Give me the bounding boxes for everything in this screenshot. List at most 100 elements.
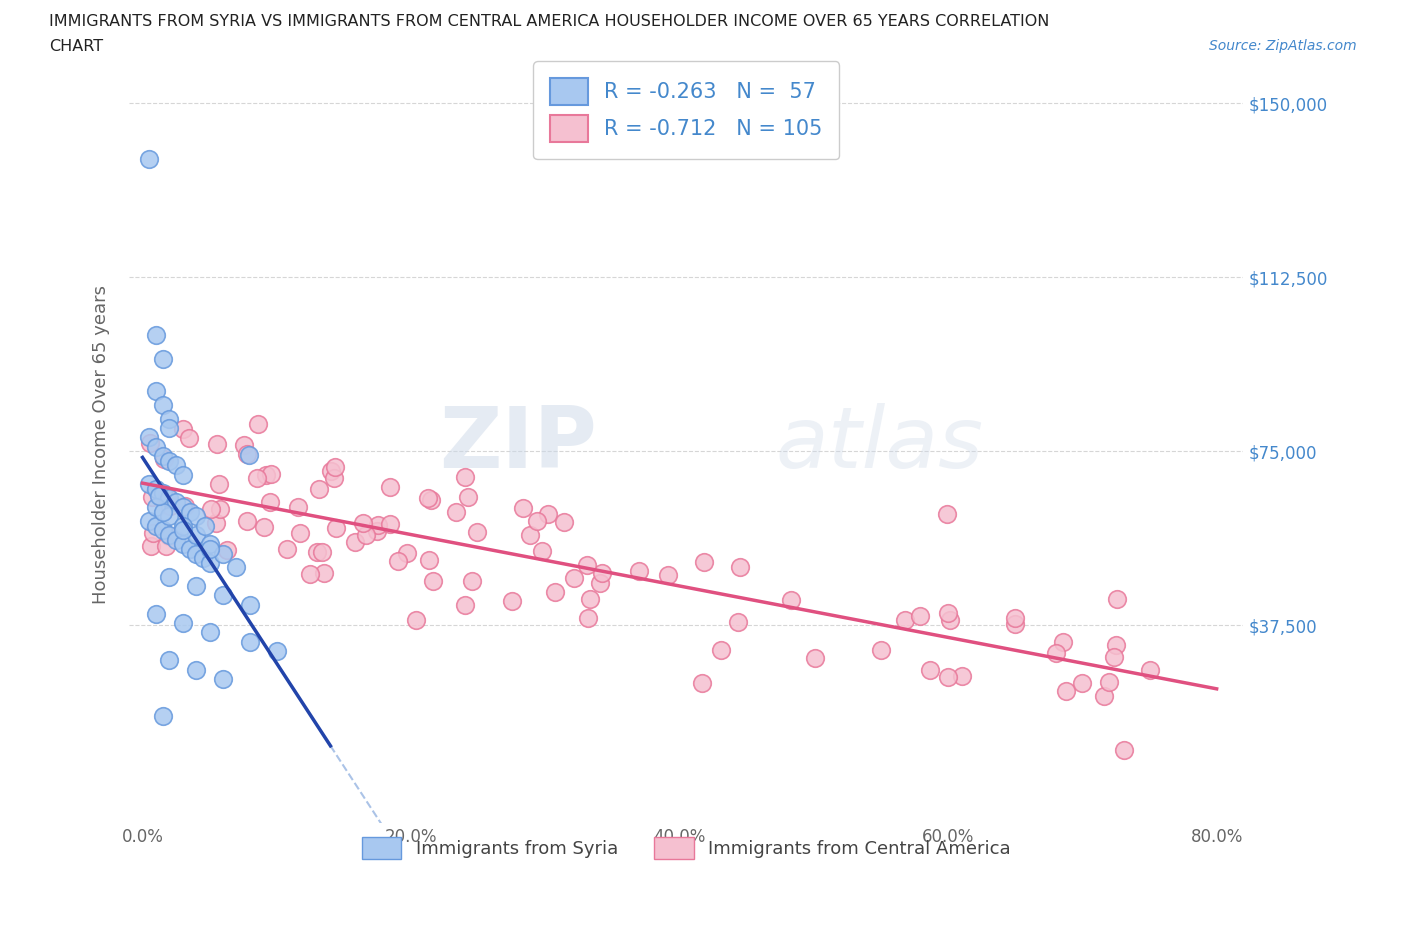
Point [1052, 634, 1074, 649]
Point [1004, 617, 1026, 631]
Point [138, 436, 160, 451]
Point [172, 537, 194, 551]
Point [152, 352, 174, 366]
Point [308, 482, 330, 497]
Point [531, 544, 554, 559]
Point [212, 671, 235, 686]
Point [148, 489, 170, 504]
Point [1107, 591, 1129, 606]
Point [152, 709, 174, 724]
Point [239, 597, 262, 612]
Point [344, 535, 367, 550]
Point [457, 490, 479, 505]
Point [693, 555, 716, 570]
Point [1045, 645, 1067, 660]
Point [153, 452, 176, 467]
Point [627, 564, 650, 578]
Point [145, 439, 167, 454]
Point [145, 481, 167, 496]
Point [200, 501, 222, 516]
Point [728, 560, 751, 575]
Point [259, 494, 281, 509]
Point [307, 544, 329, 559]
Point [444, 505, 467, 520]
Point [145, 606, 167, 621]
Point [908, 608, 931, 623]
Point [207, 437, 229, 452]
Point [519, 528, 541, 543]
Point [157, 420, 180, 435]
Point [378, 517, 401, 532]
Point [576, 610, 599, 625]
Point [323, 471, 346, 485]
Point [420, 492, 443, 507]
Point [870, 643, 893, 658]
Point [367, 518, 389, 533]
Point [212, 546, 235, 561]
Point [387, 554, 409, 569]
Point [138, 513, 160, 528]
Point [239, 634, 262, 649]
Point [157, 453, 180, 468]
Point [1071, 675, 1094, 690]
Point [198, 537, 221, 551]
Point [260, 467, 283, 482]
Point [198, 555, 221, 570]
Point [179, 504, 201, 519]
Text: Source: ZipAtlas.com: Source: ZipAtlas.com [1209, 39, 1357, 53]
Point [311, 544, 333, 559]
Point [191, 551, 214, 565]
Point [159, 498, 181, 513]
Point [564, 571, 586, 586]
Text: atlas: atlas [776, 403, 983, 486]
Y-axis label: Householder Income Over 65 years: Householder Income Over 65 years [93, 285, 110, 604]
Point [186, 662, 208, 677]
Point [287, 499, 309, 514]
Point [288, 525, 311, 540]
Point [416, 490, 439, 505]
Point [422, 574, 444, 589]
Point [157, 569, 180, 584]
Point [139, 538, 162, 553]
Point [501, 593, 523, 608]
Point [145, 518, 167, 533]
Point [172, 467, 194, 482]
Point [461, 574, 484, 589]
Point [235, 514, 257, 529]
Point [454, 470, 477, 485]
Point [172, 499, 194, 514]
Point [172, 523, 194, 538]
Point [1112, 743, 1135, 758]
Point [152, 485, 174, 500]
Point [156, 490, 179, 505]
Point [186, 578, 208, 593]
Point [253, 519, 276, 534]
Point [276, 541, 298, 556]
Point [152, 448, 174, 463]
Point [157, 528, 180, 543]
Point [157, 527, 180, 542]
Point [152, 504, 174, 519]
Point [155, 538, 177, 553]
Point [366, 524, 388, 538]
Point [939, 612, 962, 627]
Point [157, 653, 180, 668]
Point [1054, 684, 1077, 698]
Point [138, 476, 160, 491]
Point [172, 616, 194, 631]
Point [198, 541, 221, 556]
Point [215, 542, 238, 557]
Point [936, 670, 959, 684]
Point [186, 546, 208, 561]
Point [157, 509, 180, 524]
Point [172, 422, 194, 437]
Point [395, 546, 418, 561]
Point [236, 446, 259, 461]
Point [157, 411, 180, 426]
Point [186, 527, 208, 542]
Point [936, 605, 959, 620]
Point [1102, 649, 1125, 664]
Point [145, 328, 167, 343]
Point [454, 598, 477, 613]
Point [138, 152, 160, 166]
